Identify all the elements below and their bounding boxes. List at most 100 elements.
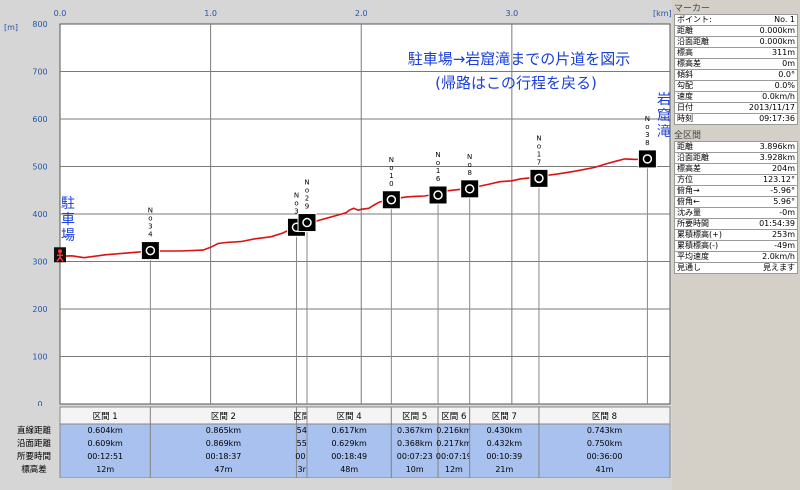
section-value: 0.217km bbox=[436, 439, 472, 448]
section-value: 0.609km bbox=[88, 439, 124, 448]
waypoint-label-char: N bbox=[536, 134, 541, 142]
waypoint-box bbox=[381, 190, 401, 210]
section-value: 0.750km bbox=[587, 439, 623, 448]
waypoint-label-char: N bbox=[294, 191, 299, 199]
total-row-key: 沿面距離 bbox=[677, 153, 709, 162]
total-row-key: 沈み量 bbox=[677, 208, 701, 217]
section-column[interactable]: 区間 8 0.743km 0.750km 00:36:00 41m bbox=[538, 406, 671, 479]
axes: 0 100 200 300 400 500 600 700 800 0.0 1.0 2.0 3.0 bbox=[32, 9, 518, 409]
section-body-cell bbox=[469, 423, 540, 479]
total-row-key: 標高差 bbox=[677, 164, 701, 173]
section-value: 55 bbox=[297, 439, 307, 448]
section-value: 00:12:51 bbox=[87, 452, 123, 461]
total-row-value: 01:54:39 bbox=[759, 219, 795, 228]
section-value: 0.604km bbox=[88, 426, 124, 435]
y-tick-label: 500 bbox=[32, 163, 47, 172]
section-value: 0.743km bbox=[587, 426, 623, 435]
walker-body bbox=[56, 253, 64, 262]
section-row-label: 沿面距離 bbox=[17, 438, 52, 449]
marker-row-value: 0.0% bbox=[774, 81, 795, 90]
waypoint-label-char: o bbox=[389, 164, 393, 172]
section-value: 0.367km bbox=[397, 426, 433, 435]
y-tick-label: 300 bbox=[32, 258, 47, 267]
marker-row-value: 2013/11/17 bbox=[748, 103, 795, 112]
section-column[interactable]: 区間 7 0.430km 0.432km 00:10:39 21m bbox=[469, 406, 540, 479]
waypoint-circle bbox=[145, 245, 156, 256]
walker-head bbox=[58, 249, 62, 254]
section-column[interactable]: 区間 6 0.216km 0.217km 00:07:19 12m bbox=[436, 406, 472, 479]
section-value: 0.865km bbox=[206, 426, 242, 435]
marker-row-key: 傾斜 bbox=[677, 70, 693, 79]
marker-row-key: 日付 bbox=[677, 103, 693, 112]
total-row-key: 俯角← bbox=[677, 197, 700, 206]
waypoint-box bbox=[460, 179, 480, 199]
section-value: 47m bbox=[214, 465, 232, 474]
section-value: 00:10:39 bbox=[486, 452, 522, 461]
total-row-value: 見えます bbox=[763, 263, 795, 272]
waypoint-label-char: 2 bbox=[305, 195, 309, 203]
marker-row-key: 標高 bbox=[677, 48, 693, 57]
y-tick-label: 100 bbox=[32, 353, 47, 362]
waypoint-circle bbox=[433, 190, 443, 200]
section-column[interactable]: 区間 5 0.367km 0.368km 00:07:23 10m bbox=[390, 406, 439, 479]
marker-panel-header: マーカー bbox=[672, 1, 800, 14]
total-row-key: 平均速度 bbox=[677, 252, 709, 261]
section-body-cell bbox=[59, 423, 151, 479]
section-value: 41m bbox=[595, 465, 613, 474]
waypoint-label-char: o bbox=[305, 187, 309, 195]
marker-row-value: 0.0° bbox=[778, 70, 795, 79]
waypoint-label-char: N bbox=[467, 153, 472, 161]
x-tick-label: 2.0 bbox=[355, 9, 368, 18]
waypoint-circle bbox=[302, 217, 312, 228]
total-row-key: 見通し bbox=[677, 263, 701, 272]
total-row-value: -5.96° bbox=[770, 186, 795, 195]
grid bbox=[60, 24, 670, 404]
start-place-label: 駐車場 bbox=[61, 196, 75, 244]
waypoint-label-char: 8 bbox=[645, 139, 649, 147]
marker-row-value: 0.0km/h bbox=[762, 92, 795, 101]
waypoint-label-char: N bbox=[389, 156, 394, 164]
section-column[interactable]: 区間 4 0.617km 0.629km 00:18:49 48m bbox=[306, 406, 392, 479]
total-row: 見通し 見えます bbox=[674, 262, 798, 274]
waypoint-label-char: 0 bbox=[389, 180, 393, 188]
section-value: 12m bbox=[445, 465, 463, 474]
section-value: 00:18:49 bbox=[331, 452, 367, 461]
section-column[interactable]: 区間 2 0.865km 0.869km 00:18:37 47m bbox=[149, 406, 297, 479]
waypoint-label-char: 3 bbox=[645, 131, 649, 139]
section-value: 0.430km bbox=[487, 426, 523, 435]
waypoint-box bbox=[140, 241, 160, 261]
section-value: 0.629km bbox=[332, 439, 368, 448]
waypoint-circle bbox=[642, 154, 653, 164]
x-tick-label: 1.0 bbox=[204, 9, 217, 18]
labels: 駐車場→岩窟滝までの片道を図示 (帰路はこの行程を戻る) [km] [m] 駐車… bbox=[4, 9, 672, 244]
end-place-label: 岩窟滝 bbox=[657, 92, 671, 140]
section-value: 21m bbox=[495, 465, 513, 474]
marker-row-value: 09:17:36 bbox=[759, 114, 795, 123]
start-marker-icon[interactable] bbox=[54, 247, 66, 263]
section-value: 54 bbox=[297, 426, 307, 435]
section-value: 0.869km bbox=[206, 439, 242, 448]
total-row-value: 123.12° bbox=[763, 175, 795, 184]
waypoint-label-char: o bbox=[436, 159, 440, 167]
waypoint-label-char: 3 bbox=[148, 223, 152, 231]
section-column[interactable]: 区間 1 0.604km 0.609km 00:12:51 12m bbox=[59, 406, 151, 479]
end-place-label-char: 滝 bbox=[657, 124, 671, 140]
total-row-key: 累積標高(+) bbox=[677, 230, 722, 239]
section-value: 00:07:23 bbox=[397, 452, 433, 461]
waypoint-label-char: o bbox=[537, 142, 541, 150]
waypoint-label-char: o bbox=[148, 215, 152, 223]
total-row-key: 所要時間 bbox=[677, 219, 709, 228]
section-body-cell bbox=[149, 423, 297, 479]
